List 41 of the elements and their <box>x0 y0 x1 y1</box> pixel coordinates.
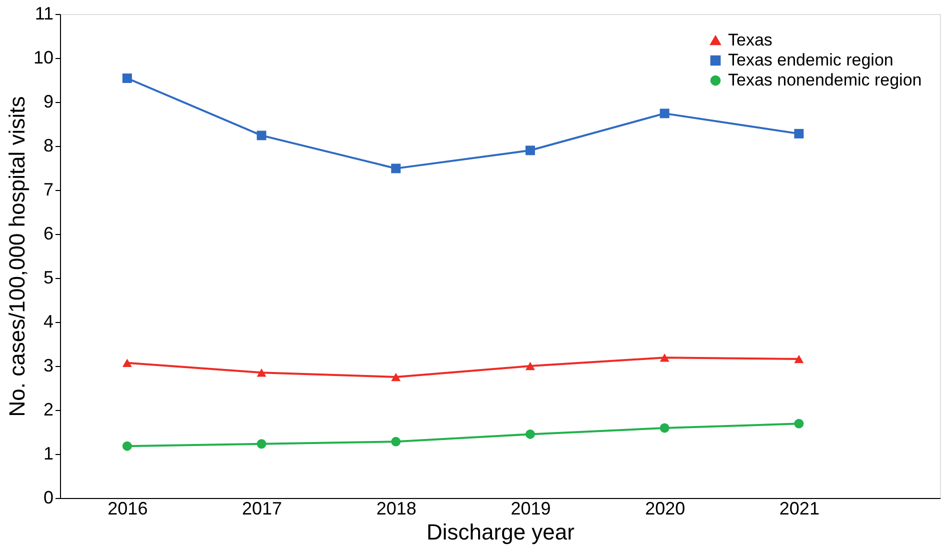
y-tick-label: 4 <box>43 312 54 332</box>
point <box>660 108 670 118</box>
point <box>122 73 132 83</box>
x-axis-title: Discharge year <box>426 520 574 544</box>
point <box>256 368 266 377</box>
point <box>256 130 266 140</box>
legend-label: Texas endemic region <box>728 50 894 70</box>
x-tick-label: 2017 <box>242 498 282 518</box>
y-tick-label: 8 <box>43 136 54 156</box>
point <box>122 358 132 368</box>
y-tick-label: 7 <box>43 180 54 200</box>
x-tick-label: 2016 <box>108 498 148 518</box>
y-tick-label: 10 <box>33 48 54 68</box>
point <box>660 423 670 433</box>
point <box>525 429 535 439</box>
point <box>660 354 670 362</box>
point <box>794 354 804 364</box>
y-tick-label: 11 <box>34 4 54 24</box>
x-tick-label: 2020 <box>645 498 686 518</box>
y-tick-label: 0 <box>43 488 54 508</box>
y-tick-label: 1 <box>43 444 54 464</box>
point <box>391 372 401 382</box>
point <box>794 128 804 138</box>
y-axis-title: No. cases/100,000 hospital visits <box>4 96 30 417</box>
legend-label: Texas <box>728 30 772 50</box>
y-tick-label: 2 <box>43 400 54 420</box>
legend-label: Texas nonendemic region <box>728 70 922 90</box>
y-tick-label: 9 <box>43 92 54 112</box>
point <box>794 418 804 428</box>
y-tick-label: 6 <box>43 224 54 244</box>
y-tick-label: 3 <box>43 356 54 376</box>
point <box>122 441 132 451</box>
x-tick-label: 2019 <box>510 498 551 518</box>
point <box>391 164 401 174</box>
y-tick-label: 5 <box>43 268 54 288</box>
x-tick-label: 2018 <box>376 498 416 518</box>
point <box>391 436 401 446</box>
point <box>256 439 266 449</box>
point <box>525 146 535 156</box>
point <box>525 362 535 370</box>
x-tick-label: 2021 <box>779 498 820 518</box>
